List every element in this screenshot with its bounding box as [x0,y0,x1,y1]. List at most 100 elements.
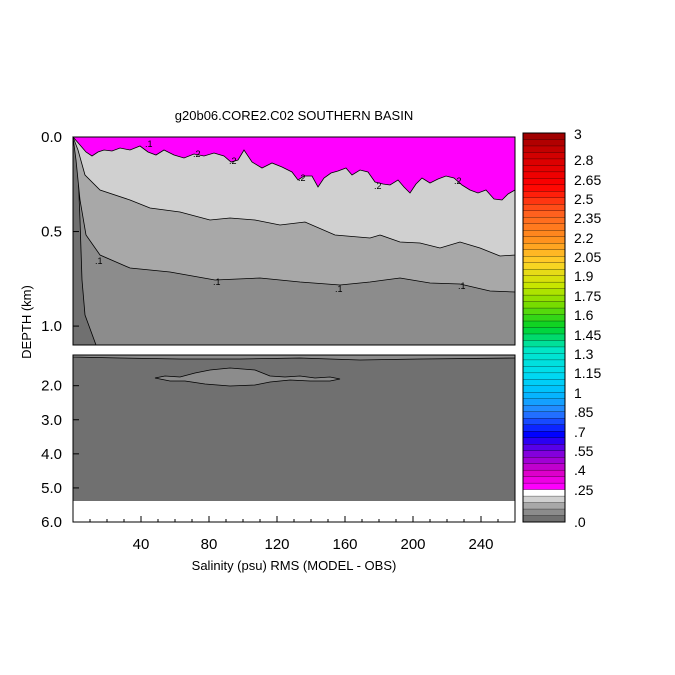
colorbar-swatch [522,340,566,348]
colorbar-swatch [522,191,566,199]
colorbar-swatch [522,217,566,225]
colorbar-label: .25 [574,482,594,498]
colorbar-swatch [522,372,566,380]
x-tick-label: 160 [332,536,357,553]
contour-label: .2 [374,181,382,191]
colorbar-swatch [522,262,566,270]
y-tick-label: 0.5 [41,224,62,241]
colorbar-swatch [522,197,566,205]
colorbar-swatch [522,327,566,335]
y-axis-upper: 0.0 0.5 1.0 [41,129,79,335]
colorbar-label: 2.5 [574,191,594,207]
colorbar-label: .4 [574,462,586,478]
colorbar-swatch [522,411,566,419]
contour-label: .1 [213,277,221,287]
colorbar-swatch [522,139,566,147]
colorbar-swatch [522,204,566,212]
colorbar-swatch [522,171,566,179]
colorbar-swatch [522,482,566,491]
colorbar-label: 1 [574,385,582,401]
colorbar-swatch [522,268,566,277]
colorbar-swatch [522,184,566,192]
colorbar-swatch [522,469,566,478]
x-axis-label: Salinity (psu) RMS (MODEL - OBS) [192,558,397,573]
colorbar-label: 2.35 [574,210,601,226]
upper-panel: .1 .1 .1 .1 .1 .2 .2 .2 .2 .2 [72,136,516,346]
colorbar-swatch [522,132,566,140]
x-tick-label: 240 [468,536,493,553]
colorbar-swatch [522,450,566,458]
colorbar-label: 3 [574,126,582,142]
lower-panel [72,354,516,523]
y-tick-label: 6.0 [41,514,62,531]
colorbar-label: 1.45 [574,327,601,343]
colorbar-label: 1.15 [574,365,601,381]
colorbar-label: .55 [574,443,594,459]
colorbar-swatch [522,508,566,516]
colorbar-label: 1.75 [574,288,601,304]
lower-band-0-1-lens [154,367,341,387]
colorbar-swatch [522,418,566,426]
y-axis-label: DEPTH (km) [19,285,34,359]
colorbar-swatch [522,243,566,251]
colorbar-swatch [522,431,566,439]
y-tick-label: 1.0 [41,318,62,335]
colorbar-swatch [522,249,566,257]
x-axis: 40 80 120 160 200 240 [89,516,499,553]
contour-label: .1 [335,284,343,294]
colorbar-swatch [522,353,566,361]
colorbar-swatch [522,281,566,290]
y-tick-label: 3.0 [41,412,62,429]
colorbar-swatch [522,152,566,160]
contour-label: .1 [95,256,103,266]
colorbar-swatch [522,463,566,471]
colorbar-swatch [522,359,566,367]
colorbar-swatch [522,158,566,166]
colorbar-swatch [522,210,566,218]
colorbar-swatch [522,489,566,497]
colorbar-swatch [522,444,566,452]
contour-label: .2 [229,156,237,166]
contour-label: .2 [193,149,201,159]
colorbar-swatch [522,333,566,341]
colorbar-swatch [522,392,566,400]
colorbar-label: .7 [574,424,586,440]
colorbar-swatch [522,457,566,465]
colorbar-swatch [522,145,566,153]
colorbar-swatch [522,301,566,309]
colorbar: 3 2.8 2.65 2.5 2.35 2.2 2.05 1.9 1.75 1.6 1.45 1.3 1… [522,126,601,530]
colorbar-swatch [522,515,566,523]
y-tick-label: 2.0 [41,378,62,395]
colorbar-swatch [522,230,566,238]
upper-band-0-25 [72,136,516,201]
colorbar-swatch [522,385,566,393]
colorbar-swatch [522,288,566,296]
colorbar-label: 1.6 [574,307,594,323]
colorbar-swatch [522,346,566,354]
colorbar-swatch [522,437,566,445]
colorbar-swatch [522,366,566,374]
colorbar-label: 2.8 [574,152,594,168]
colorbar-swatch [522,398,566,406]
colorbar-frame [522,132,566,523]
colorbar-label: 2.2 [574,230,594,246]
colorbar-swatch [522,476,566,484]
chart-title: g20b06.CORE2.C02 SOUTHERN BASIN [175,108,413,123]
colorbar-swatch [522,314,566,322]
colorbar-swatch [522,307,566,315]
contour-label: .1 [145,139,153,149]
upper-panel-frame [72,136,516,346]
contour-label: .2 [454,176,462,186]
x-tick-label: 40 [133,536,150,553]
lower-masked-region [73,501,515,522]
colorbar-swatch [522,275,566,283]
y-tick-label: 4.0 [41,446,62,463]
colorbar-swatch [522,379,566,387]
y-tick-label: 0.0 [41,129,62,146]
y-tick-label: 5.0 [41,480,62,497]
contour-label: .1 [458,281,466,291]
colorbar-swatch [522,294,566,303]
colorbar-label: 1.3 [574,346,594,362]
x-tick-label: 120 [264,536,289,553]
